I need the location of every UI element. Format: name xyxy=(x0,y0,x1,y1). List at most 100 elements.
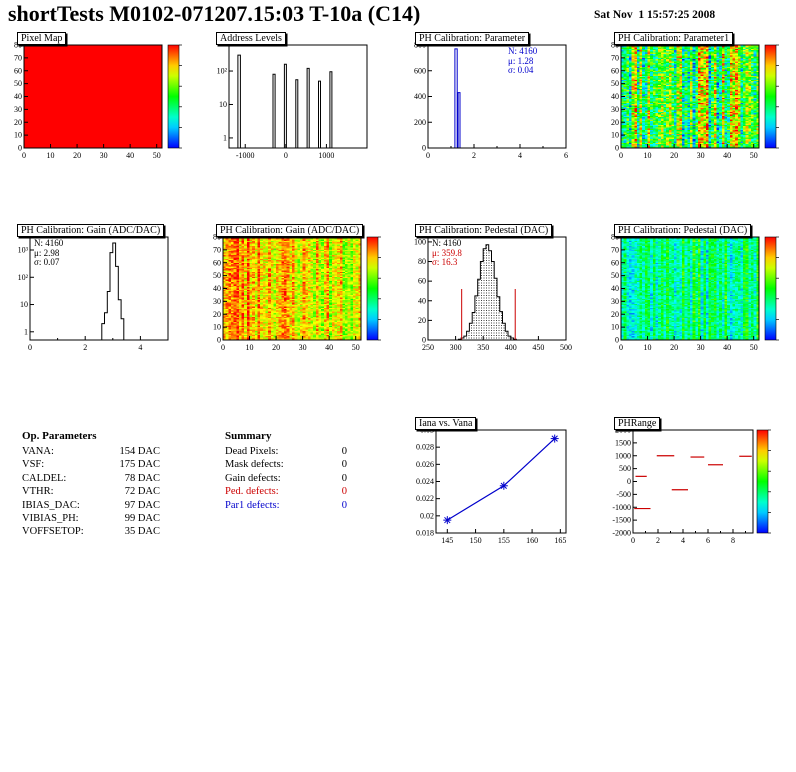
svg-text:50: 50 xyxy=(750,151,758,160)
svg-text:50: 50 xyxy=(153,151,161,160)
svg-text:6: 6 xyxy=(706,536,710,545)
svg-text:2: 2 xyxy=(656,536,660,545)
svg-text:0.02: 0.02 xyxy=(420,511,434,520)
stats-line: N: 4160 xyxy=(432,238,462,248)
svg-text:0.026: 0.026 xyxy=(416,460,434,469)
ph-calibration-pedestal-map-heatmap xyxy=(621,237,759,340)
svg-text:0: 0 xyxy=(422,336,426,345)
ph-calibration-parameter1-heatmap xyxy=(621,45,759,148)
svg-text:100: 100 xyxy=(414,237,426,246)
svg-text:0: 0 xyxy=(18,144,22,153)
svg-text:50: 50 xyxy=(611,271,619,280)
stats-line: μ: 359.8 xyxy=(432,247,462,258)
timestamp: Sat Nov 1 15:57:25 2008 xyxy=(594,9,716,21)
svg-text:10: 10 xyxy=(644,343,652,352)
summary-row-ped-defects: Ped. defects: 0 xyxy=(225,485,347,498)
ph-calibration-pedestal-hist-plot: 250 300 350 400 450 500 0 20 40 60 80 100 xyxy=(398,222,597,382)
svg-text:600: 600 xyxy=(414,66,426,75)
stats-line: σ: 16.3 xyxy=(432,257,458,267)
panel-ph-calibration-gain-hist: PH Calibration: Gain (ADC/DAC) 0 2 4 1 10 10²… xyxy=(0,222,199,382)
ph-calibration-gain-map-plot: 0 10 20 30 40 50 0 10 20 30 40 50 60 70 80 xyxy=(199,222,398,382)
svg-text:10: 10 xyxy=(246,343,254,352)
page-title: shortTests M0102-071207.15:03 T-10a (C14… xyxy=(8,1,421,26)
svg-text:0: 0 xyxy=(619,151,623,160)
svg-text:70: 70 xyxy=(14,53,22,62)
svg-text:4: 4 xyxy=(138,343,142,352)
summary-label: Par1 defects: xyxy=(225,499,280,511)
svg-text:30: 30 xyxy=(697,343,705,352)
svg-text:1000: 1000 xyxy=(615,451,631,460)
panel-phrange: PHRange 0 2 4 6 8 -2000 -1500 -1000 -500 0 500 1000… xyxy=(597,415,796,575)
summary-value: 0 xyxy=(341,486,347,498)
panel-title-iana-vs-vana: Iana vs. Vana xyxy=(415,417,477,430)
svg-text:20: 20 xyxy=(272,343,280,352)
svg-text:-2000: -2000 xyxy=(612,529,631,538)
svg-text:30: 30 xyxy=(611,297,619,306)
svg-text:0.03: 0.03 xyxy=(420,426,434,435)
svg-text:0.018: 0.018 xyxy=(416,529,434,538)
svg-text:80: 80 xyxy=(14,41,22,50)
svg-text:50: 50 xyxy=(352,343,360,352)
op-parameter-label: CALDEL: xyxy=(22,472,67,484)
svg-text:40: 40 xyxy=(126,151,134,160)
summary-label: Gain defects: xyxy=(225,472,281,484)
svg-text:165: 165 xyxy=(554,536,566,545)
summary-value: 0 xyxy=(341,446,347,457)
svg-text:0: 0 xyxy=(284,151,288,160)
ph-calibration-parameter1-plot: 0 10 20 30 40 50 0 10 20 30 40 50 60 70 80 xyxy=(597,30,796,190)
svg-text:40: 40 xyxy=(723,151,731,160)
summary-label: Dead Pixels: xyxy=(225,446,279,457)
svg-text:40: 40 xyxy=(611,92,619,101)
svg-text:30: 30 xyxy=(611,105,619,114)
svg-text:30: 30 xyxy=(213,297,221,306)
op-parameter-row: VIBIAS_PH: 99 DAC xyxy=(22,512,160,525)
svg-text:0: 0 xyxy=(22,151,26,160)
svg-text:30: 30 xyxy=(14,105,22,114)
svg-text:10²: 10² xyxy=(18,273,29,282)
stats-line: μ: 1.28 xyxy=(508,55,534,66)
svg-text:20: 20 xyxy=(611,118,619,127)
panel-ph-calibration-parameter1: PH Calibration: Parameter1 0 10 20 30 40 50 0 1… xyxy=(597,30,796,190)
svg-text:0: 0 xyxy=(615,336,619,345)
panel-title-ph-calibration-parameter1: PH Calibration: Parameter1 xyxy=(614,32,734,45)
summary-value: 0 xyxy=(341,499,347,511)
svg-text:10²: 10² xyxy=(217,67,228,76)
svg-text:2: 2 xyxy=(83,343,87,352)
panel-title-ph-calibration-gain-hist: PH Calibration: Gain (ADC/DAC) xyxy=(17,224,165,237)
svg-text:4: 4 xyxy=(681,536,685,545)
svg-text:50: 50 xyxy=(611,79,619,88)
iana-vs-vana-axes: 145 150 155 160 165 0.018 0.02 0.022 0.024 0.026 0… xyxy=(416,426,567,545)
svg-text:800: 800 xyxy=(414,41,426,50)
summary-row: Gain defects: 0 xyxy=(225,472,347,485)
svg-text:500: 500 xyxy=(619,464,631,473)
op-parameter-value: 97 DAC xyxy=(124,499,160,511)
svg-text:145: 145 xyxy=(441,536,453,545)
op-parameter-value: 175 DAC xyxy=(119,459,160,471)
svg-text:1: 1 xyxy=(24,327,28,336)
svg-text:40: 40 xyxy=(213,284,221,293)
svg-text:0: 0 xyxy=(221,343,225,352)
svg-text:60: 60 xyxy=(611,258,619,267)
ph-calibration-parameter-stats: N: 4160 μ: 1.28 σ: 0.04 xyxy=(508,46,537,76)
svg-text:2: 2 xyxy=(472,151,476,160)
summary-label: Mask defects: xyxy=(225,459,284,471)
svg-text:30: 30 xyxy=(299,343,307,352)
op-parameter-value: 78 DAC xyxy=(124,472,160,484)
op-parameter-label: VIBIAS_PH: xyxy=(22,513,79,525)
svg-text:150: 150 xyxy=(470,536,482,545)
svg-text:350: 350 xyxy=(477,343,489,352)
svg-text:10: 10 xyxy=(611,323,619,332)
svg-text:10: 10 xyxy=(47,151,55,160)
op-parameter-row: VANA: 154 DAC xyxy=(22,445,160,458)
svg-text:8: 8 xyxy=(731,536,735,545)
ph-calibration-gain-map-axes: 0 10 20 30 40 50 0 10 20 30 40 50 60 70 80 xyxy=(213,233,381,352)
svg-text:60: 60 xyxy=(418,277,426,286)
svg-text:50: 50 xyxy=(14,79,22,88)
svg-text:40: 40 xyxy=(325,343,333,352)
op-parameters-heading: Op. Parameters xyxy=(22,430,97,442)
ph-calibration-parameter1-axes: 0 10 20 30 40 50 0 10 20 30 40 50 60 70 80 xyxy=(611,41,779,160)
panel-ph-calibration-pedestal-map: PH Calibration: Pedestal (DAC) 0 10 20 30 40… xyxy=(597,222,796,382)
stats-line: N: 4160 xyxy=(34,238,64,248)
panel-ph-calibration-parameter: PH Calibration: Parameter 0 2 4 6 0 200 400 600… xyxy=(398,30,597,190)
phrange-axes: 0 2 4 6 8 -2000 -1500 -1000 -500 0 500 1000 1500 2000 xyxy=(612,426,771,545)
